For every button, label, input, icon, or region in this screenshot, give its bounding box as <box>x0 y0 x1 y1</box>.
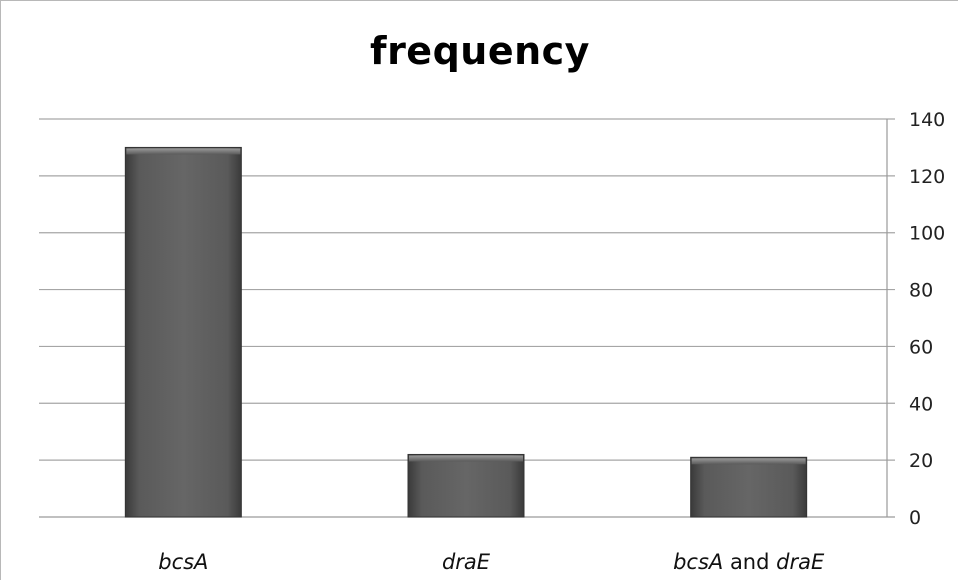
y-tick-label: 120 <box>909 166 945 188</box>
bar-cap <box>691 458 806 465</box>
bar-cap <box>409 455 523 462</box>
x-category-label: bcsA and draE <box>673 550 825 574</box>
bars <box>124 146 808 518</box>
x-category-label: bcsA <box>158 550 208 574</box>
bar-body <box>407 453 525 518</box>
bar-body <box>124 146 242 518</box>
bar-draE <box>407 453 525 518</box>
x-axis-categories: bcsA draE bcsA and draE <box>158 550 825 574</box>
bar-body <box>690 456 808 518</box>
bar-bcsA <box>124 146 242 518</box>
bar-bcsA-and-draE <box>690 456 808 518</box>
y-tick-label: 80 <box>909 280 933 302</box>
y-tick-label: 20 <box>909 450 933 472</box>
y-tick-label: 40 <box>909 393 933 415</box>
y-tick-label: 60 <box>909 336 933 358</box>
y-axis-ticks: 0 20 40 60 80 100 120 140 <box>909 109 945 529</box>
y-tick-label: 100 <box>909 223 945 245</box>
x-category-label: draE <box>442 550 491 574</box>
chart-title: frequency <box>370 29 590 73</box>
y-tick-label: 0 <box>909 507 921 529</box>
y-tick-label: 140 <box>909 109 945 131</box>
bar-cap <box>126 148 241 155</box>
